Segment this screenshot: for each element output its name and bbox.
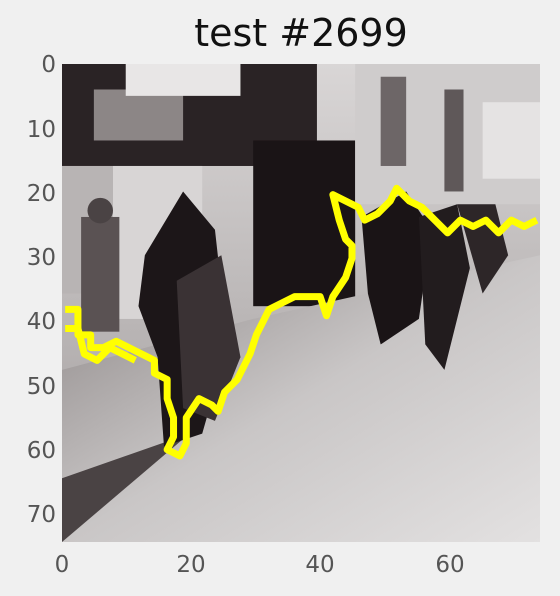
street-scene-photo bbox=[62, 64, 540, 542]
y-tick-label: 10 bbox=[26, 117, 56, 143]
y-tick-label: 60 bbox=[26, 438, 56, 464]
segmentation-boundary-line-secondary bbox=[65, 324, 137, 364]
y-tick-label: 20 bbox=[26, 181, 56, 207]
segmentation-boundary-line bbox=[65, 184, 539, 460]
y-tick-label: 40 bbox=[26, 309, 56, 335]
y-tick-label: 30 bbox=[26, 245, 56, 271]
x-tick-label: 20 bbox=[176, 552, 206, 578]
x-tick-label: 0 bbox=[54, 552, 70, 578]
y-tick-label: 0 bbox=[41, 52, 56, 78]
y-tick-label: 50 bbox=[26, 374, 56, 400]
x-tick-label: 60 bbox=[435, 552, 465, 578]
y-tick-label: 70 bbox=[26, 502, 56, 528]
image-plot bbox=[62, 64, 540, 542]
x-tick-label: 40 bbox=[305, 552, 335, 578]
figure-title: test #2699 bbox=[194, 11, 408, 55]
